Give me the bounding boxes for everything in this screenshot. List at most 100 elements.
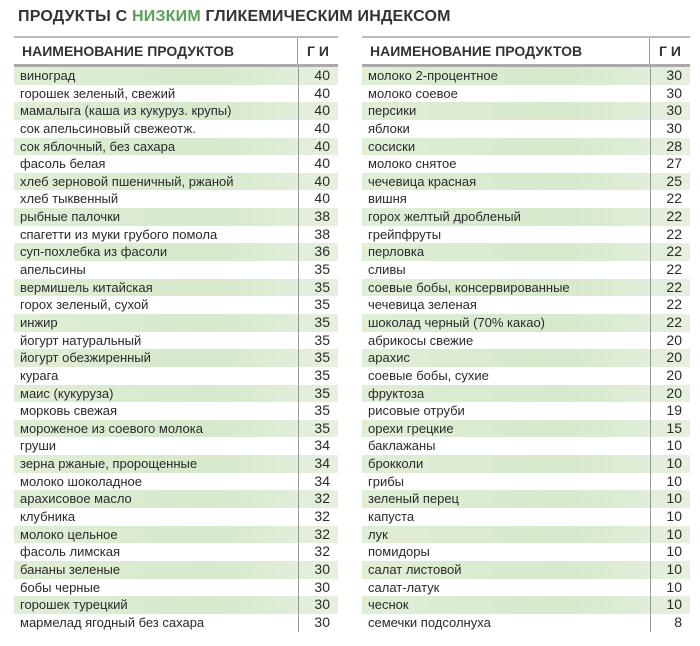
gi-value: 35 — [298, 384, 338, 403]
table-row: перловка 22 — [362, 243, 690, 262]
gi-value: 32 — [298, 508, 338, 526]
table-row: зерна ржаные, пророщенные 34 — [14, 455, 338, 473]
table-row: брокколи 10 — [362, 455, 690, 473]
product-name: салат-латук — [368, 579, 440, 595]
gi-value: 35 — [298, 296, 338, 314]
table-row: клубника 32 — [14, 508, 338, 526]
product-name: фасоль лимская — [20, 544, 121, 560]
table-row: морковь свежая 35 — [14, 402, 338, 420]
gi-value: 40 — [298, 119, 338, 138]
product-name: клубника — [20, 509, 76, 525]
table-row: баклажаны 10 — [362, 437, 690, 456]
product-name: рисовые отруби — [368, 403, 465, 419]
gi-value: 30 — [650, 67, 690, 85]
product-name: персики — [368, 103, 417, 119]
table-row: соевые бобы, консервированные 22 — [362, 278, 690, 297]
product-name: зерна ржаные, пророщенные — [20, 456, 198, 472]
gi-value: 27 — [650, 155, 690, 173]
product-name: брокколи — [368, 456, 424, 472]
table-row: сосиски 28 — [362, 137, 690, 156]
table-row: семечки подсолнуха 8 — [362, 613, 690, 632]
gi-value: 35 — [298, 419, 338, 438]
table-body: виноград 40 горошек зеленый, свежий 40 мамал… — [14, 67, 338, 632]
gi-value: 10 — [650, 560, 690, 579]
table-row: курага 35 — [14, 366, 338, 385]
column-header-gi: Г И — [649, 38, 690, 64]
product-name: йогурт натуральный — [20, 332, 142, 348]
table-row: мороженое из соевого молока 35 — [14, 419, 338, 438]
product-name: чечевица зеленая — [368, 297, 477, 313]
gi-value: 22 — [650, 208, 690, 226]
product-name: соевые бобы, сухие — [368, 367, 489, 383]
product-name: грейпфруты — [368, 226, 442, 242]
gi-value: 22 — [650, 190, 690, 209]
table-row: суп-похлебка из фасоли 36 — [14, 243, 338, 262]
product-name: вермишель китайская — [20, 279, 153, 295]
product-name: соевые бобы, консервированные — [368, 279, 570, 295]
table-row: мармелад ягодный без сахара 30 — [14, 613, 338, 632]
table-row: горошек турецкий 30 — [14, 596, 338, 614]
product-name: груши — [20, 438, 57, 454]
table-row: шоколад черный (70% какао) 22 — [362, 313, 690, 332]
gi-value: 35 — [298, 402, 338, 420]
table-row: соевые бобы, сухие 20 — [362, 366, 690, 385]
table-row: салат-латук 10 — [362, 578, 690, 597]
product-name: суп-похлебка из фасоли — [20, 244, 168, 260]
product-name: бобы черные — [20, 579, 101, 595]
product-name: бананы зеленые — [20, 561, 121, 577]
product-name: арахис — [368, 350, 410, 366]
page-title: ПРОДУКТЫ С НИЗКИМ ГЛИКЕМИЧЕСКИМ ИНДЕКСОМ — [18, 8, 451, 26]
table-row: чечевица красная 25 — [362, 172, 690, 191]
table-row: горошек зеленый, свежий 40 — [14, 84, 338, 103]
product-name: горошек турецкий — [20, 597, 128, 613]
gi-value: 22 — [650, 261, 690, 279]
gi-value: 35 — [298, 261, 338, 279]
gi-value: 28 — [650, 137, 690, 156]
product-name: помидоры — [368, 544, 430, 560]
product-name: мармелад ягодный без сахара — [20, 614, 205, 630]
gi-value: 10 — [650, 472, 690, 491]
product-name: баклажаны — [368, 438, 436, 454]
gi-value: 22 — [650, 278, 690, 297]
product-name: курага — [20, 367, 59, 383]
table-row: помидоры 10 — [362, 543, 690, 561]
column-header-gi: Г И — [297, 38, 338, 64]
table-row: молоко соевое 30 — [362, 84, 690, 103]
product-name: перловка — [368, 244, 425, 260]
product-name: йогурт обезжиренный — [20, 350, 151, 366]
product-name: рыбные палочки — [20, 209, 121, 225]
gi-value: 30 — [298, 613, 338, 632]
product-name: сливы — [368, 262, 406, 278]
gi-value: 40 — [298, 102, 338, 120]
gi-value: 40 — [298, 172, 338, 191]
product-name: сосиски — [368, 138, 416, 154]
product-name: инжир — [20, 314, 58, 330]
gi-value: 34 — [298, 437, 338, 456]
gi-value: 10 — [650, 578, 690, 597]
product-name: горох желтый дробленый — [368, 209, 521, 225]
product-name: молоко соевое — [368, 85, 458, 101]
gi-value: 35 — [298, 278, 338, 297]
table-header: НАИМЕНОВАНИЕ ПРОДУКТОВ Г И — [362, 36, 690, 67]
table-row: фруктоза 20 — [362, 384, 690, 403]
table-row: рисовые отруби 19 — [362, 402, 690, 420]
gi-value: 40 — [298, 84, 338, 103]
table-row: хлеб зерновой пшеничный, ржаной 40 — [14, 172, 338, 191]
product-name: маис (кукуруза) — [20, 385, 114, 401]
table-row: маис (кукуруза) 35 — [14, 384, 338, 403]
product-name: фасоль белая — [20, 156, 106, 172]
table-row: молоко снятое 27 — [362, 155, 690, 173]
table-row: грибы 10 — [362, 472, 690, 491]
product-name: арахисовое масло — [20, 491, 132, 507]
table-body: молоко 2-процентное 30 молоко соевое 30 перс… — [362, 67, 690, 632]
table-row: вишня 22 — [362, 190, 690, 209]
product-name: горошек зеленый, свежий — [20, 85, 176, 101]
table-row: хлеб тыквенный 40 — [14, 190, 338, 209]
product-name: мороженое из соевого молока — [20, 420, 203, 436]
table-row: сок апельсиновый свежеотж. 40 — [14, 119, 338, 138]
table-row: рыбные палочки 38 — [14, 208, 338, 226]
gi-value: 32 — [298, 490, 338, 509]
table-row: молоко шоколадное 34 — [14, 472, 338, 491]
table-row: молоко 2-процентное 30 — [362, 67, 690, 85]
gi-value: 10 — [650, 455, 690, 473]
